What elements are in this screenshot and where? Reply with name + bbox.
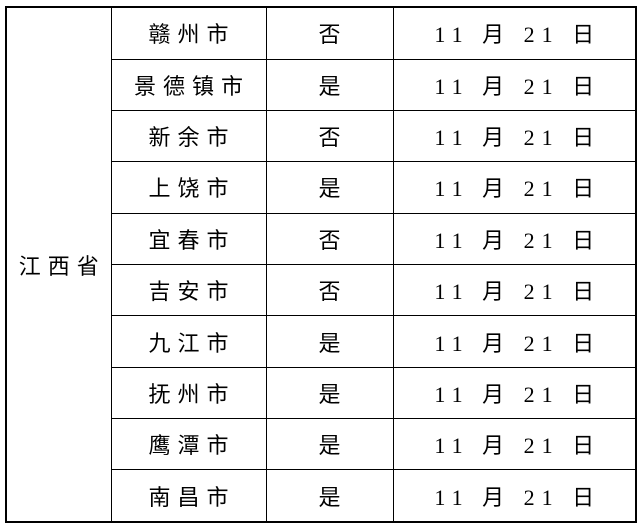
table-row: 九江市 是 11 月 21 日 <box>6 315 637 368</box>
answer-cell: 是 <box>265 315 394 368</box>
date-cell: 11 月 21 日 <box>392 161 637 214</box>
table-row: 新余市 否 11 月 21 日 <box>6 109 637 163</box>
table-row: 抚州市 是 11 月 21 日 <box>6 366 637 420</box>
date-cell: 11 月 21 日 <box>392 315 637 368</box>
table-row: 鹰潭市 是 11 月 21 日 <box>6 418 637 471</box>
province-cell: 江西省 <box>5 6 112 523</box>
city-cell: 景德镇市 <box>110 58 267 111</box>
date-cell: 11 月 21 日 <box>392 212 637 265</box>
city-cell: 赣州市 <box>110 6 267 60</box>
answer-cell: 否 <box>265 212 394 265</box>
answer-cell: 否 <box>265 109 394 163</box>
table-row: 南昌市 是 11 月 21 日 <box>6 469 637 523</box>
answer-cell: 是 <box>265 161 394 214</box>
table-row: 江西省 赣州市 否 11 月 21 日 <box>5 6 637 523</box>
answer-cell: 否 <box>265 263 394 317</box>
city-cell: 南昌市 <box>110 469 267 523</box>
date-cell: 11 月 21 日 <box>392 469 637 523</box>
city-cell: 吉安市 <box>110 263 267 317</box>
province-city-table: 江西省 赣州市 否 11 月 21 日 景德镇市 是 11 月 21 日 新余市… <box>5 6 637 523</box>
city-cell: 九江市 <box>110 315 267 368</box>
date-cell: 11 月 21 日 <box>392 58 637 111</box>
table-row: 宜春市 否 11 月 21 日 <box>6 212 637 265</box>
table-row: 上饶市 是 11 月 21 日 <box>6 161 637 214</box>
table-row: 景德镇市 是 11 月 21 日 <box>6 58 637 111</box>
city-cell: 新余市 <box>110 109 267 163</box>
answer-cell: 否 <box>265 6 394 60</box>
answer-cell: 是 <box>265 58 394 111</box>
date-cell: 11 月 21 日 <box>392 366 637 420</box>
city-cell: 鹰潭市 <box>110 418 267 471</box>
date-cell: 11 月 21 日 <box>392 6 637 60</box>
date-cell: 11 月 21 日 <box>392 418 637 471</box>
city-cell: 抚州市 <box>110 366 267 420</box>
answer-cell: 是 <box>265 469 394 523</box>
answer-cell: 是 <box>265 366 394 420</box>
date-cell: 11 月 21 日 <box>392 263 637 317</box>
date-cell: 11 月 21 日 <box>392 109 637 163</box>
city-cell: 宜春市 <box>110 212 267 265</box>
answer-cell: 是 <box>265 418 394 471</box>
city-cell: 上饶市 <box>110 161 267 214</box>
